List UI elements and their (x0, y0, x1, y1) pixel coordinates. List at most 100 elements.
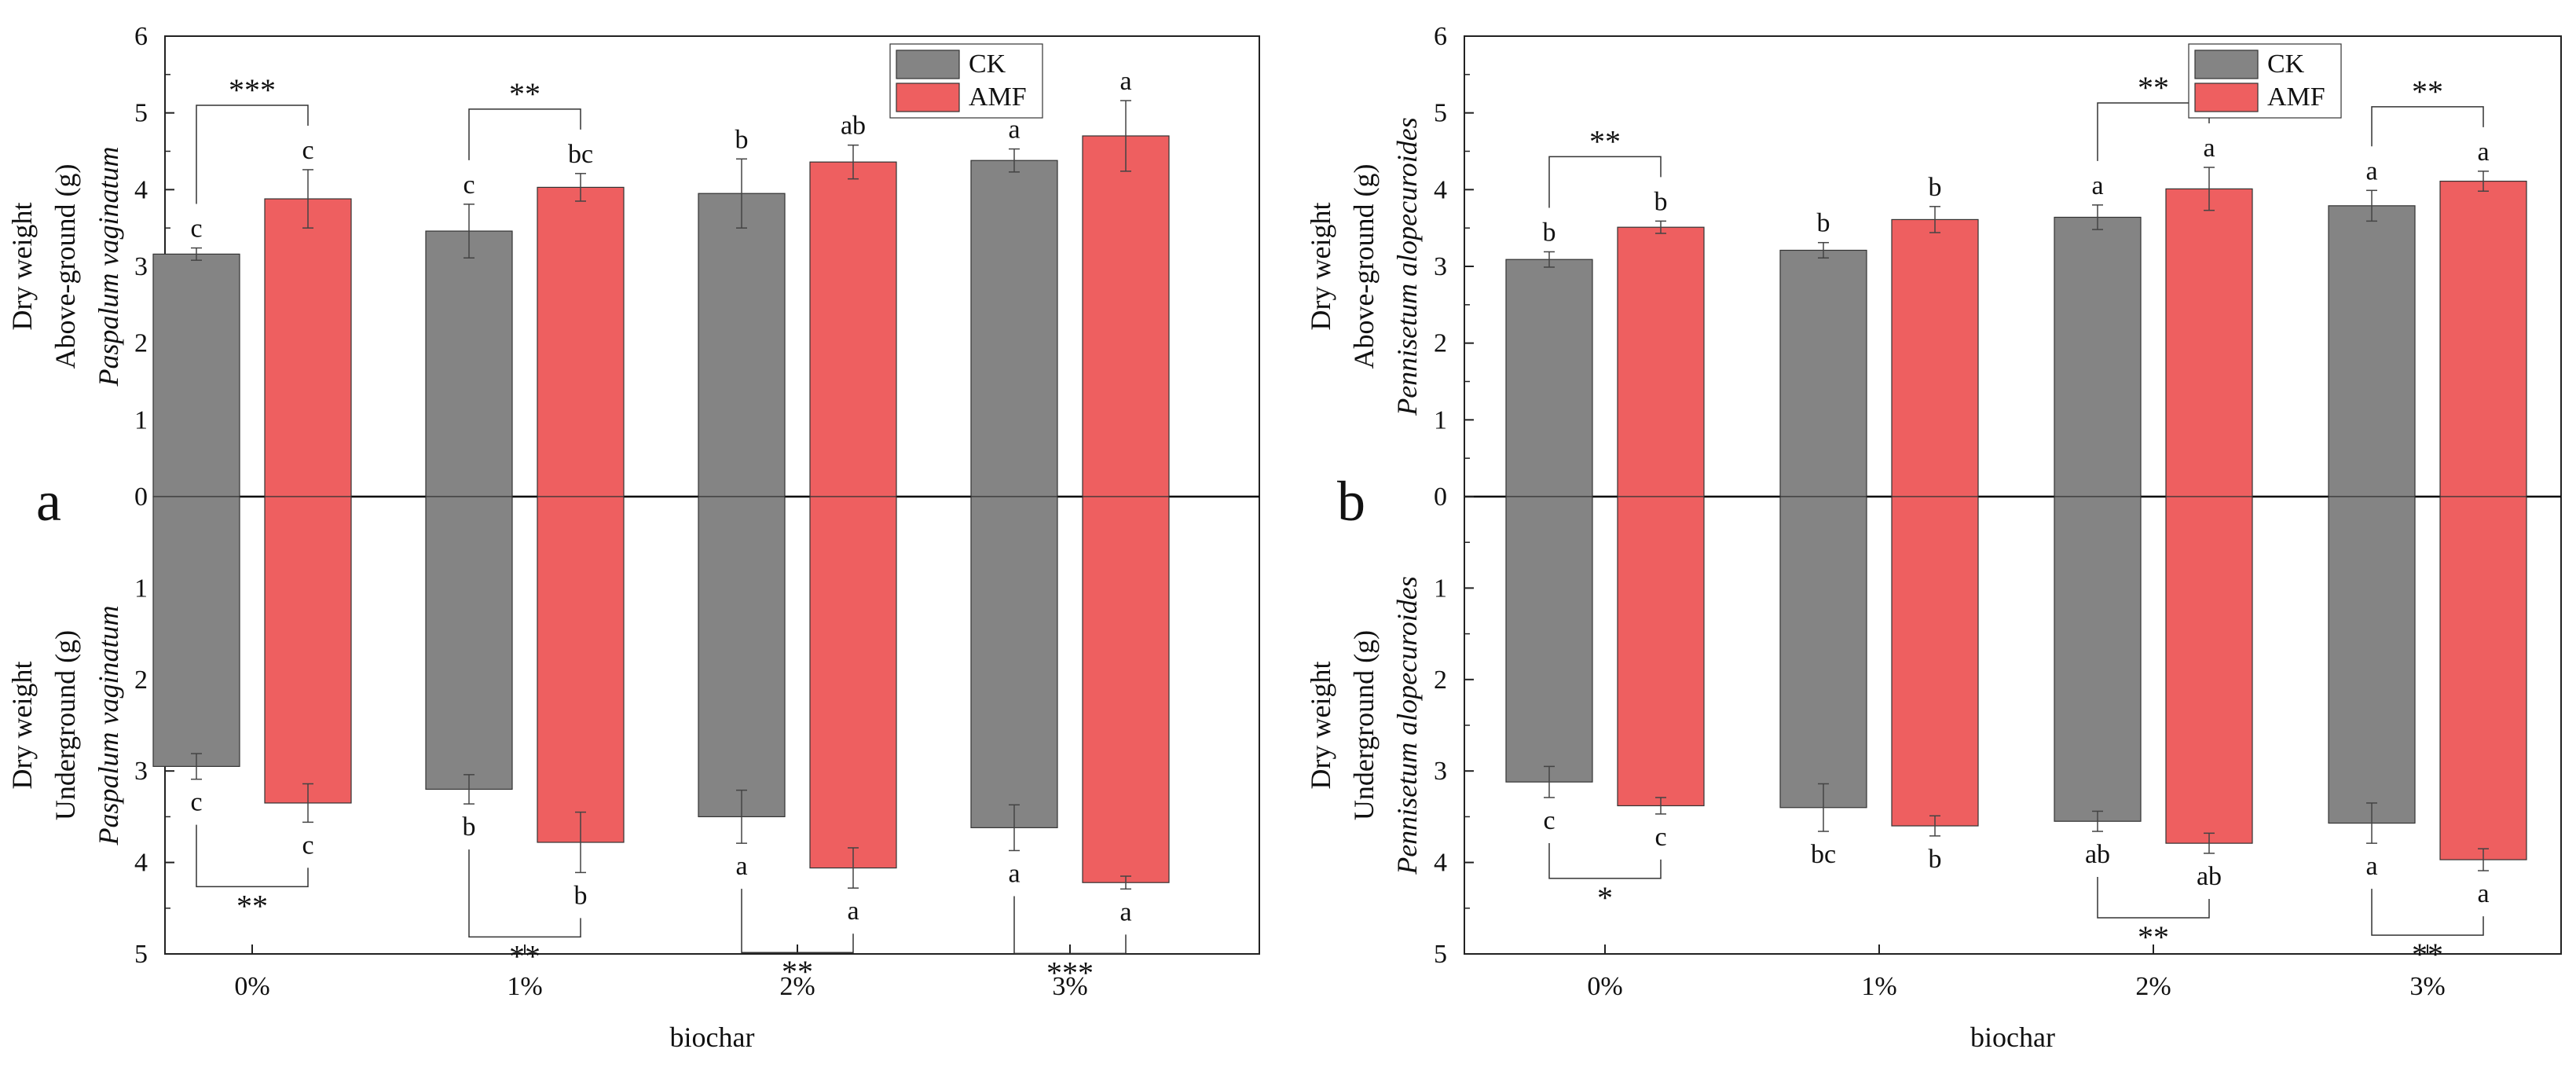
panel-a: 0 1 2 3 4 5 6 1 2 3 4 5 Dry weight Above-ground (g) Pa… (6, 22, 1260, 1053)
legend-swatch-amf (896, 83, 960, 112)
legend-swatch-amf (2194, 83, 2259, 112)
bar-above-amf (2165, 188, 2253, 497)
significance-stars: ** (1589, 123, 1621, 159)
legend-label-amf: AMF (969, 83, 1027, 112)
significance-bracket (468, 108, 581, 160)
bar-below-amf (809, 496, 897, 869)
y-tick-label: 4 (134, 175, 148, 204)
significance-letter: a (2477, 879, 2489, 908)
significance-letter: c (463, 171, 475, 200)
y-tick-label: 6 (134, 22, 148, 51)
legend-swatch-ck (2194, 50, 2259, 79)
y-tick-label: 5 (134, 99, 148, 128)
y-axis-label-lower: Paspalum vaginatum (93, 606, 124, 846)
significance-letter: a (1008, 859, 1020, 888)
y-axis-label-upper: Above-ground (g) (1348, 164, 1380, 369)
significance-bracket (1013, 896, 1127, 955)
significance-bracket (1548, 842, 1662, 879)
bar-below-ck (152, 496, 240, 767)
bar-below-amf (1082, 496, 1170, 883)
bar-below-ck (2054, 496, 2142, 822)
significance-letter: a (1119, 897, 1131, 926)
bar-above-amf (809, 161, 897, 497)
x-tick-label: 2% (2135, 972, 2171, 1001)
significance-stars: ** (782, 954, 813, 989)
bar-below-amf (1617, 496, 1705, 807)
bar-above-amf (1082, 135, 1170, 497)
y-tick-label: 2 (1434, 329, 1447, 358)
y-tick-label: 4 (1434, 849, 1447, 878)
y-axis-label-lower: Pennisetum alopecuroides (1391, 576, 1423, 875)
significance-letter: ab (841, 112, 866, 141)
significance-letter: a (2203, 134, 2215, 163)
bar-above-ck (425, 230, 513, 497)
significance-letter: a (1008, 116, 1020, 145)
significance-letter: c (1543, 806, 1555, 835)
significance-stars: *** (229, 72, 276, 108)
bar-above-ck (698, 193, 786, 497)
x-tick-label: 0% (234, 972, 269, 1001)
bar-below-amf (264, 496, 352, 804)
bar-below-ck (970, 496, 1058, 828)
x-axis-label: biochar (670, 1021, 755, 1053)
y-tick-label: 1 (1434, 574, 1447, 603)
bar-below-ck (2328, 496, 2416, 824)
x-tick-label: 1% (507, 972, 542, 1001)
bar-above-ck (152, 253, 240, 497)
y-tick-label: 3 (1434, 757, 1447, 786)
significance-letter: a (1119, 67, 1131, 96)
significance-letter: b (1929, 173, 1942, 202)
bar-above-ck (2328, 205, 2416, 497)
bar-above-ck (1779, 249, 1867, 497)
y-tick-label: 0 (1434, 482, 1447, 512)
significance-letter: a (2477, 138, 2489, 167)
significance-bracket (1548, 156, 1662, 208)
significance-letter: a (2365, 156, 2377, 185)
y-tick-label: 5 (1434, 99, 1447, 128)
panel-label: b (1337, 470, 1365, 533)
y-tick-label: 2 (134, 666, 148, 695)
panel-b: 0 1 2 3 4 5 6 1 2 3 4 5 Dry weight Above-ground (g) Pe… (1305, 22, 2562, 1053)
significance-letter: c (302, 136, 313, 165)
bar-below-amf (537, 496, 625, 843)
y-tick-label: 5 (134, 940, 148, 969)
y-tick-label: 6 (1434, 22, 1447, 51)
significance-bracket (468, 849, 581, 938)
bar-below-ck (1505, 496, 1593, 783)
bar-above-amf (2439, 180, 2527, 497)
significance-stars: *** (1046, 955, 1094, 990)
significance-letter: b (463, 812, 476, 842)
x-axis-label: biochar (1970, 1021, 2055, 1053)
y-tick-label: 2 (1434, 666, 1447, 695)
legend-label-ck: CK (2267, 50, 2305, 79)
bar-below-ck (698, 496, 786, 817)
significance-letter: b (735, 125, 749, 154)
y-tick-label: 3 (134, 252, 148, 281)
significance-letter: a (2365, 852, 2377, 881)
y-tick-label: 0 (134, 482, 148, 512)
y-tick-label: 3 (1434, 252, 1447, 281)
significance-letter: b (1654, 187, 1668, 216)
significance-bracket (196, 105, 309, 204)
significance-letter: c (190, 215, 202, 244)
significance-stars: ** (2412, 74, 2443, 109)
y-axis-label-upper: Pennisetum alopecuroides (1391, 117, 1423, 416)
significance-letter: ab (2085, 840, 2110, 869)
significance-letter: b (1543, 218, 1556, 247)
y-axis-label-upper: Above-ground (g) (49, 164, 81, 369)
significance-letter: bc (568, 140, 593, 169)
y-tick-label: 3 (134, 757, 148, 786)
panel-label: a (36, 470, 61, 533)
significance-stars: ** (2138, 919, 2169, 955)
bar-below-ck (1779, 496, 1867, 809)
significance-bracket (2371, 889, 2484, 936)
bar-above-ck (970, 160, 1058, 497)
significance-letter: c (302, 831, 313, 860)
bar-above-ck (1505, 259, 1593, 497)
y-axis-label-lower: Underground (g) (1348, 630, 1380, 820)
y-axis-label-lower: Dry weight (6, 662, 38, 790)
x-tick-label: 0% (1587, 972, 1622, 1001)
y-tick-label: 1 (1434, 405, 1447, 435)
